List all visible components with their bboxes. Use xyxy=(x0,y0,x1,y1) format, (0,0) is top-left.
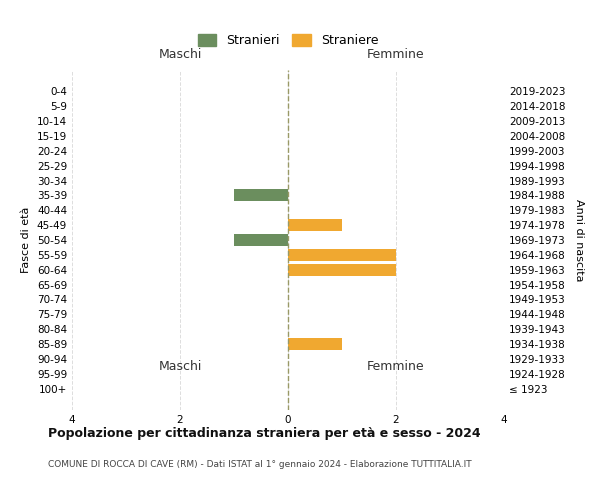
Text: Maschi: Maschi xyxy=(158,360,202,373)
Text: Maschi: Maschi xyxy=(158,48,202,62)
Text: Femmine: Femmine xyxy=(367,48,425,62)
Text: COMUNE DI ROCCA DI CAVE (RM) - Dati ISTAT al 1° gennaio 2024 - Elaborazione TUTT: COMUNE DI ROCCA DI CAVE (RM) - Dati ISTA… xyxy=(48,460,472,469)
Text: Femmine: Femmine xyxy=(367,360,425,373)
Bar xyxy=(288,264,396,276)
Bar xyxy=(288,249,396,261)
Bar xyxy=(234,190,288,202)
Bar xyxy=(288,338,342,350)
Bar xyxy=(288,219,342,231)
Bar xyxy=(234,234,288,246)
Text: Popolazione per cittadinanza straniera per età e sesso - 2024: Popolazione per cittadinanza straniera p… xyxy=(48,428,481,440)
Legend: Stranieri, Straniere: Stranieri, Straniere xyxy=(193,28,383,52)
Y-axis label: Anni di nascita: Anni di nascita xyxy=(574,198,584,281)
Y-axis label: Fasce di età: Fasce di età xyxy=(22,207,31,273)
